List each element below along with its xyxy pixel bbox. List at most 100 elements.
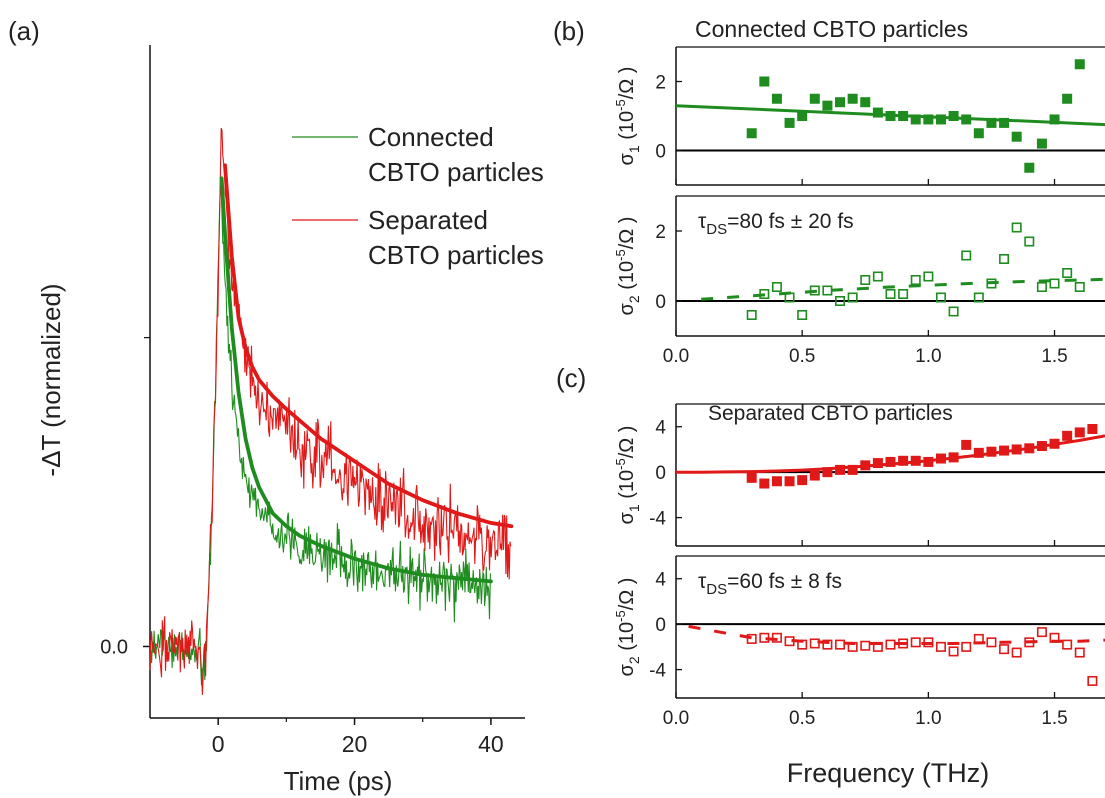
panel-b-tau-annotation: τDS=80 fs ± 20 fs [698,210,854,238]
data-point [809,470,820,481]
sigma1-label-b: σ1 (10-5/Ω ) [613,67,642,166]
x-tick-label: 0 [212,731,225,757]
data-point [1062,267,1073,278]
x-tick-label: 1.0 [915,708,941,729]
data-point [948,646,959,657]
data-point [961,250,972,261]
data-point [885,456,896,467]
data-point [1087,423,1098,434]
data-point [923,114,934,125]
data-point [973,292,984,303]
data-point [847,464,858,475]
data-point [1036,138,1047,149]
data-point [771,476,782,487]
data-point [1036,281,1047,292]
data-point [1036,627,1047,638]
data-point [973,128,984,139]
y-tick-label: 4 [655,418,666,439]
sigma-axis-labels: σ1 (10-5/Ω ) σ2 (10-5/Ω ) σ1 (10-5/Ω ) σ2 (… [613,67,642,677]
sigma2-label-b: σ2 (10-5/Ω ) [613,217,642,316]
y-tick-label: -4 [649,509,666,530]
legend-a: Connected CBTO particles Separated CBTO … [292,122,544,270]
x-tick-label: 0.5 [789,346,815,367]
x-tick-label: 40 [478,731,504,757]
sigma1-label-c: σ1 (10-5/Ω ) [613,426,642,525]
y-tick-label: 0.0 [100,636,128,658]
panel-c-title: Separated CBTO particles [708,402,953,425]
data-point [1074,59,1085,70]
data-point [986,637,997,648]
data-point [872,107,883,118]
data-point [784,117,795,128]
x-tick-label: 1.5 [1041,708,1067,729]
y-tick-label: -4 [649,661,666,682]
plot-a: 0 20 40 0.0 [100,45,525,757]
panel-a-ylabel: -ΔT (normalized) [36,283,66,476]
data-point [872,458,883,469]
data-point [860,274,871,285]
data-point [1062,93,1073,104]
plot-c-sigma2: -4 0 4 0.0 0.5 1.0 1.5 [649,555,1105,729]
data-point [1074,427,1085,438]
x-tick-label: 0.0 [663,708,689,729]
panel-a-xlabel: Time (ps) [284,766,393,796]
plot-b-sigma1: 02 [655,46,1105,186]
tau-subscript: DS [706,581,727,598]
data-point [935,292,946,303]
legend-separated-line2: CBTO particles [368,240,544,270]
fit-line [676,434,1105,474]
data-point [759,478,770,489]
data-point [986,446,997,457]
data-point [898,288,909,299]
data-point [1049,278,1060,289]
x-tick-label: 1.0 [915,346,941,367]
data-point [1074,647,1085,658]
data-point [999,254,1010,265]
y-tick-label: 0 [655,142,666,163]
data-point [1074,281,1085,292]
data-point [860,640,871,651]
panel-c-tau-annotation: τDS=60 fs ± 8 fs [698,570,842,598]
x-tick-label: 1.5 [1041,346,1067,367]
legend-connected-line2: CBTO particles [368,157,544,187]
tau-value: =80 fs ± 20 fs [727,210,854,233]
tau-value: =60 fs ± 8 fs [727,570,842,593]
fit-connected-fit [219,176,493,584]
data-point [935,641,946,652]
data-point [948,306,959,317]
data-point [885,288,896,299]
data-point [1011,222,1022,233]
data-point [1024,236,1035,247]
data-point [771,93,782,104]
y-tick-label: 0 [655,292,666,313]
data-point [771,281,782,292]
data-point [822,467,833,478]
panel-c-label: (c) [556,363,586,393]
data-point [822,100,833,111]
y-tick-label: 4 [655,570,666,591]
tau-subscript: DS [706,221,727,238]
data-point [784,476,795,487]
data-point [860,97,871,108]
data-point [746,633,757,644]
data-point [835,639,846,650]
panel-a: (a) -ΔT (normalized) Time (ps) 0 20 400.0 … [8,16,544,796]
data-point [746,128,757,139]
fit-line [675,104,1105,127]
fit-separated-fit [223,163,514,529]
frequency-xlabel: Frequency (THz) [787,758,990,788]
data-point [847,93,858,104]
data-point [847,292,858,303]
data-point [835,97,846,108]
y-tick-label: 0 [655,463,666,484]
sigma2-label-c: σ2 (10-5/Ω ) [613,578,642,677]
data-point [898,455,909,466]
data-point [986,117,997,128]
y-tick-label: 2 [655,222,666,243]
data-point [935,114,946,125]
data-point [822,285,833,296]
data-point [948,111,959,121]
x-tick-label: 20 [342,731,368,757]
data-point [961,439,972,450]
